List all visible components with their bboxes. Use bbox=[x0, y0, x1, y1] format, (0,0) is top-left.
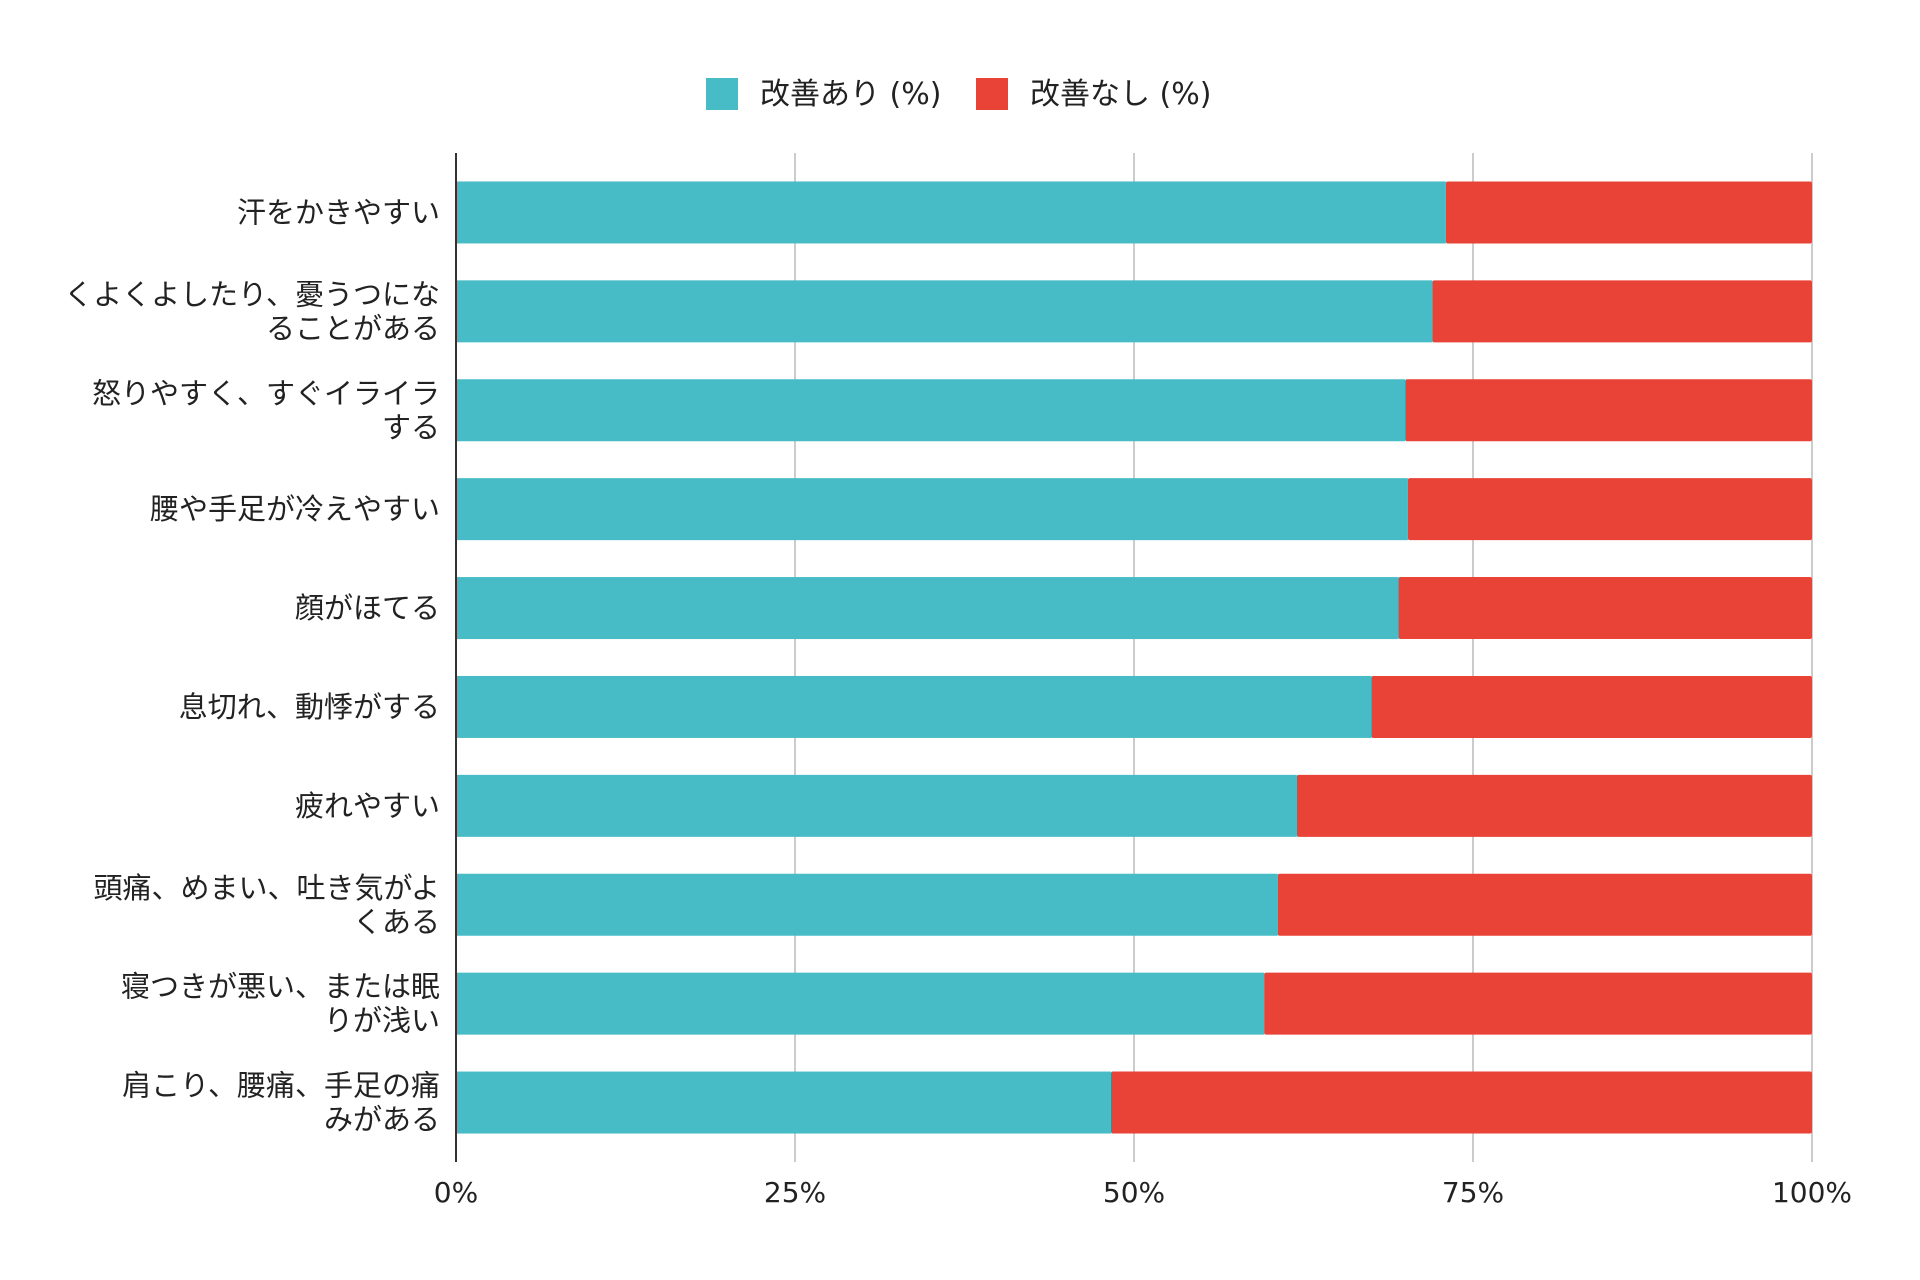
legend-swatch bbox=[706, 78, 738, 110]
legend-label: 改善あり (%) bbox=[760, 77, 941, 112]
legend-label: 改善なし (%) bbox=[1030, 77, 1211, 112]
bar-segment-not-improved bbox=[1264, 972, 1812, 1035]
bar-segment-not-improved bbox=[1110, 1071, 1812, 1134]
legend: 改善あり (%) 改善なし (%) bbox=[706, 77, 1211, 112]
category-label: ることがある bbox=[266, 311, 440, 345]
x-tick-label: 100% bbox=[1772, 1176, 1852, 1209]
category-label: くある bbox=[353, 905, 440, 939]
bar-segment-not-improved bbox=[1371, 675, 1812, 738]
category-label: 怒りやすく、すぐイライラ bbox=[92, 376, 440, 410]
bar-segment-improved bbox=[456, 972, 1265, 1035]
bar-segment-not-improved bbox=[1405, 379, 1812, 442]
x-tick-labels: 0% 25% 50% 75% 100% bbox=[434, 1176, 1852, 1209]
bar-segment-improved bbox=[456, 379, 1406, 442]
category-label: みがある bbox=[324, 1103, 440, 1137]
bar-segment-improved bbox=[456, 181, 1446, 244]
bar-segment-improved bbox=[456, 774, 1297, 837]
category-label: 頭痛、めまい、吐き気がよ bbox=[93, 871, 440, 905]
category-label: 息切れ、動悸がする bbox=[179, 690, 440, 724]
bar-segment-improved bbox=[456, 577, 1399, 640]
x-tick-label: 75% bbox=[1442, 1176, 1504, 1209]
category-label: する bbox=[382, 410, 440, 444]
category-label: くよくよしたり、憂うつにな bbox=[64, 277, 440, 311]
category-label: りが浅い bbox=[324, 1004, 440, 1038]
category-labels: 汗をかきやすいくよくよしたり、憂うつになることがある怒りやすく、すぐイライラする… bbox=[64, 195, 440, 1136]
bar-segment-not-improved bbox=[1432, 280, 1812, 343]
legend-swatch bbox=[976, 78, 1008, 110]
category-label: 寝つきが悪い、または眠 bbox=[121, 970, 440, 1004]
bar-segment-improved bbox=[456, 873, 1278, 936]
category-label: 肩こり、腰痛、手足の痛 bbox=[122, 1069, 440, 1103]
bar-segment-not-improved bbox=[1445, 181, 1812, 244]
category-label: 疲れやすい bbox=[295, 789, 440, 823]
x-tick-label: 50% bbox=[1103, 1176, 1165, 1209]
category-label: 顔がほてる bbox=[295, 591, 440, 625]
bar-segment-not-improved bbox=[1277, 873, 1812, 936]
x-tick-label: 25% bbox=[764, 1176, 826, 1209]
bar-segment-improved bbox=[456, 1071, 1111, 1134]
bar-segment-improved bbox=[456, 675, 1372, 738]
category-label: 汗をかきやすい bbox=[237, 195, 440, 229]
bar-segment-not-improved bbox=[1407, 478, 1812, 541]
bar-segment-not-improved bbox=[1398, 577, 1812, 640]
bars bbox=[456, 181, 1812, 1134]
category-label: 腰や手足が冷えやすい bbox=[150, 492, 440, 526]
x-tick-label: 0% bbox=[434, 1176, 478, 1209]
bar-segment-not-improved bbox=[1296, 774, 1812, 837]
bar-segment-improved bbox=[456, 478, 1408, 541]
bar-segment-improved bbox=[456, 280, 1433, 343]
